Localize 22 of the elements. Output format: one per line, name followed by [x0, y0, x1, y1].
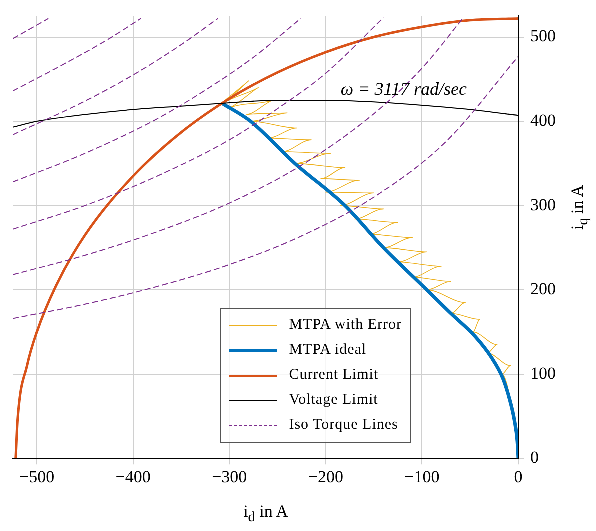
legend-label: MTPA with Error — [289, 317, 402, 334]
line-series — [13, 18, 219, 136]
y-tick-label: 200 — [530, 280, 556, 299]
x-tick-label: −100 — [404, 467, 440, 486]
x-axis-title: i$_{d}$ in A — [242, 502, 290, 526]
legend-label: Iso Torque Lines — [289, 417, 398, 434]
x-tick-label: −400 — [116, 467, 151, 486]
line-series — [13, 18, 142, 92]
y-tick-label: 400 — [530, 111, 556, 130]
legend-label: Voltage Limit — [289, 392, 378, 409]
y-tick-label: 300 — [530, 195, 556, 214]
y-tick-label: 100 — [530, 364, 556, 383]
y-tick-label: 500 — [530, 26, 556, 46]
x-tick-label: −200 — [308, 467, 344, 486]
x-tick-label: 0 — [514, 467, 523, 486]
y-tick-label: 0 — [530, 448, 539, 468]
legend-label: MTPA ideal — [289, 342, 367, 359]
x-tick-label: −500 — [20, 467, 55, 486]
annotation: ω = 3117 rad/sec — [340, 79, 467, 100]
legend-label: Current Limit — [289, 367, 379, 384]
x-tick-label: −300 — [212, 467, 248, 486]
line-series — [13, 18, 302, 183]
